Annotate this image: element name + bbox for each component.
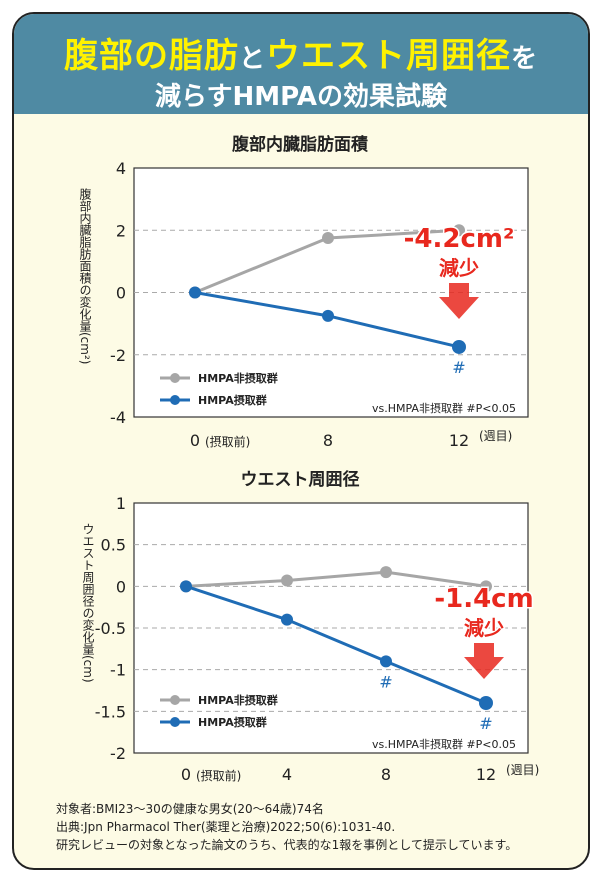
y-tick-label: 0.5 <box>101 536 126 555</box>
legend-marker <box>170 695 180 705</box>
reduction-value: -4.2cm² <box>404 224 515 254</box>
data-point <box>322 232 334 245</box>
data-point <box>281 574 293 587</box>
y-tick-label: 4 <box>116 159 126 178</box>
data-point <box>180 580 192 593</box>
significance-mark: # <box>479 714 492 733</box>
x0-note: (摂取前) <box>196 768 241 783</box>
y-tick-label: 0 <box>116 577 126 596</box>
x0-note: (摂取前) <box>205 434 250 449</box>
title-part: ウエスト周囲径 <box>266 36 511 76</box>
y-tick-label: 1 <box>116 494 126 513</box>
footnote-source: 出典:Jpn Pharmacol Ther(薬理と治療)2022;50(6):1… <box>56 820 396 834</box>
x-tick-label: 0 <box>190 431 200 450</box>
x-tick-label: 4 <box>282 765 292 784</box>
data-point <box>281 613 293 626</box>
data-point <box>189 286 201 299</box>
chart-title: 腹部内臓脂肪面積 <box>232 134 369 155</box>
main-title: 腹部の脂肪とウエスト周囲径を <box>14 28 588 77</box>
data-point <box>479 696 493 710</box>
legend-marker <box>170 717 180 727</box>
data-point <box>322 309 334 322</box>
x-tick-label: 0 <box>181 765 191 784</box>
legend-marker <box>170 395 180 405</box>
footnotes: 対象者:BMI23〜30の健康な男女(20〜64歳)74名 出典:Jpn Pha… <box>56 800 517 854</box>
legend-label: HMPA摂取群 <box>198 393 267 407</box>
y-tick-label: 0 <box>116 284 126 303</box>
data-point <box>380 566 392 579</box>
x-tick-label: 8 <box>381 765 391 784</box>
subtitle: 減らすHMPAの効果試験 <box>155 82 447 112</box>
y-tick-label: -0.5 <box>95 619 126 638</box>
series-line-control <box>185 570 487 588</box>
x-axis-label: (週目) <box>479 429 512 443</box>
title-part: 腹部の脂肪 <box>63 36 239 76</box>
y-tick-label: -2 <box>110 346 126 365</box>
significance-note: vs.HMPA非摂取群 #P<0.05 <box>372 737 516 751</box>
down-arrow-icon <box>464 643 504 679</box>
data-point <box>480 580 492 593</box>
legend-label: HMPA非摂取群 <box>198 371 278 385</box>
data-point <box>453 224 465 237</box>
reduction-label: 減少 <box>464 616 504 640</box>
data-point <box>380 655 392 668</box>
y-tick-label: -1.5 <box>95 702 126 721</box>
series-line-hmpa <box>185 584 487 705</box>
y-tick-label: -4 <box>110 408 126 427</box>
legend-label: HMPA非摂取群 <box>198 693 278 707</box>
x-axis-label: (週目) <box>506 763 539 777</box>
legend-label: HMPA摂取群 <box>198 715 267 729</box>
reduction-label: 減少 <box>439 256 479 280</box>
footnote-subjects: 対象者:BMI23〜30の健康な男女(20〜64歳)74名 <box>56 802 324 816</box>
x-tick-label: 8 <box>323 431 333 450</box>
y-tick-label: -1 <box>110 661 126 680</box>
y-axis-label: ウエスト周囲径の変化量(cm) <box>81 523 95 683</box>
data-point <box>452 339 466 354</box>
down-arrow-icon <box>439 283 479 319</box>
significance-mark: # <box>379 672 392 691</box>
x-tick-label: 12 <box>449 431 469 450</box>
significance-note: vs.HMPA非摂取群 #P<0.05 <box>372 401 516 415</box>
y-axis-label: 腹部内臓脂肪面積の変化量(cm²) <box>78 188 92 365</box>
legend-marker <box>170 373 180 383</box>
footnote-disclaimer: 研究レビューの対象となった論文のうち、代表的な1報を事例として提示しています。 <box>56 838 518 852</box>
significance-mark: # <box>452 358 465 377</box>
chart-title: ウエスト周囲径 <box>241 469 360 490</box>
reduction-value: -1.4cm <box>434 584 533 614</box>
y-tick-label: -2 <box>110 744 126 763</box>
header: 腹部の脂肪とウエスト周囲径を 減らすHMPAの効果試験 <box>14 14 588 114</box>
y-tick-label: 2 <box>116 221 126 240</box>
x-tick-label: 12 <box>476 765 496 784</box>
title-part: を <box>511 44 539 74</box>
title-part: と <box>238 44 266 74</box>
